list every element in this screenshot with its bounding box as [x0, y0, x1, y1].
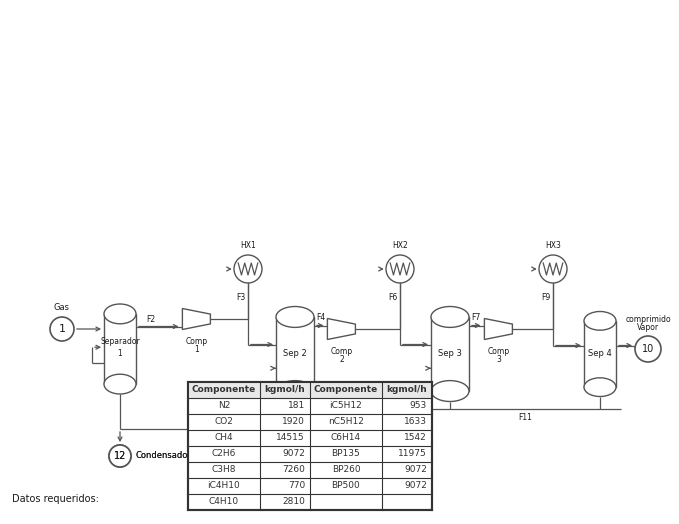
Text: 11975: 11975	[399, 450, 427, 458]
Circle shape	[386, 255, 414, 283]
Text: HX2: HX2	[392, 241, 408, 250]
Text: 953: 953	[409, 401, 427, 410]
Text: Condensado: Condensado	[135, 452, 187, 461]
Circle shape	[635, 336, 661, 362]
Text: BP135: BP135	[331, 450, 361, 458]
Text: 7260: 7260	[282, 465, 305, 475]
Text: N2: N2	[218, 401, 230, 410]
Text: F11: F11	[518, 413, 532, 422]
Text: 181: 181	[288, 401, 305, 410]
Text: 3: 3	[496, 355, 501, 364]
Text: 1: 1	[195, 344, 200, 354]
Text: 1: 1	[117, 350, 122, 358]
Text: Comp: Comp	[186, 336, 208, 345]
Text: 2: 2	[340, 355, 344, 364]
Text: F8: F8	[368, 433, 377, 442]
Text: 1633: 1633	[404, 418, 427, 427]
Text: Datos requeridos:: Datos requeridos:	[12, 494, 99, 504]
Text: Sep 3: Sep 3	[438, 350, 462, 358]
Ellipse shape	[431, 380, 469, 401]
Ellipse shape	[431, 307, 469, 328]
Text: 10: 10	[642, 344, 654, 354]
Text: iC5H12: iC5H12	[329, 401, 363, 410]
Text: 1542: 1542	[404, 433, 427, 442]
Text: 1920: 1920	[282, 418, 305, 427]
Ellipse shape	[584, 378, 616, 397]
Text: Vapor: Vapor	[637, 323, 659, 332]
Text: C6H14: C6H14	[331, 433, 361, 442]
Text: BP260: BP260	[331, 465, 361, 475]
Text: F9: F9	[541, 293, 550, 302]
Text: kgmol/h: kgmol/h	[265, 386, 306, 395]
Bar	[104, 314, 136, 384]
Circle shape	[109, 445, 131, 467]
Ellipse shape	[104, 304, 136, 324]
Text: CO2: CO2	[215, 418, 234, 427]
Text: F6: F6	[388, 293, 397, 302]
Text: HX3: HX3	[545, 241, 561, 250]
Text: Componente: Componente	[314, 386, 378, 395]
Text: comprimido: comprimido	[625, 315, 671, 324]
Text: Comp: Comp	[331, 346, 353, 355]
Text: BP500: BP500	[331, 482, 361, 490]
Text: Sep 4: Sep 4	[588, 350, 612, 358]
Text: 12: 12	[114, 451, 126, 461]
Text: C4H10: C4H10	[209, 497, 239, 507]
Bar	[584, 321, 616, 387]
Circle shape	[234, 255, 262, 283]
Text: C3H8: C3H8	[212, 465, 236, 475]
Text: Comp: Comp	[488, 346, 510, 355]
Text: 1: 1	[58, 324, 65, 334]
Text: F5: F5	[203, 433, 212, 442]
Text: F7: F7	[471, 313, 480, 322]
Text: HX1: HX1	[240, 241, 256, 250]
Text: 12: 12	[114, 451, 126, 461]
Bar	[188, 382, 432, 510]
Text: C2H6: C2H6	[212, 450, 236, 458]
Text: F3: F3	[236, 293, 245, 302]
Text: 770: 770	[288, 482, 305, 490]
Text: Figura 1. Diagrama de flujo: Figura 1. Diagrama de flujo	[278, 479, 401, 488]
Text: F4: F4	[316, 313, 325, 322]
Text: 2810: 2810	[282, 497, 305, 507]
Text: CH4: CH4	[215, 433, 234, 442]
Circle shape	[50, 317, 74, 341]
Text: Separador: Separador	[100, 336, 140, 345]
Text: Condensado: Condensado	[135, 452, 187, 461]
Polygon shape	[484, 319, 513, 340]
Text: Componente: Componente	[192, 386, 256, 395]
Text: 14515: 14515	[276, 433, 305, 442]
Polygon shape	[183, 309, 210, 330]
Ellipse shape	[104, 374, 136, 394]
Ellipse shape	[584, 311, 616, 330]
Text: 9072: 9072	[404, 465, 427, 475]
Text: Gas: Gas	[54, 303, 70, 312]
Text: F2: F2	[146, 314, 155, 323]
Ellipse shape	[276, 380, 314, 401]
Text: kgmol/h: kgmol/h	[386, 386, 427, 395]
Bar	[431, 317, 469, 391]
Bar	[276, 317, 314, 391]
Text: nC5H12: nC5H12	[328, 418, 364, 427]
Text: 9072: 9072	[404, 482, 427, 490]
Bar	[188, 382, 432, 398]
Text: Sep 2: Sep 2	[283, 350, 307, 358]
Circle shape	[539, 255, 567, 283]
Text: iC4H10: iC4H10	[208, 482, 240, 490]
Text: 9072: 9072	[282, 450, 305, 458]
Circle shape	[109, 445, 131, 467]
Polygon shape	[327, 319, 355, 340]
Ellipse shape	[276, 307, 314, 328]
